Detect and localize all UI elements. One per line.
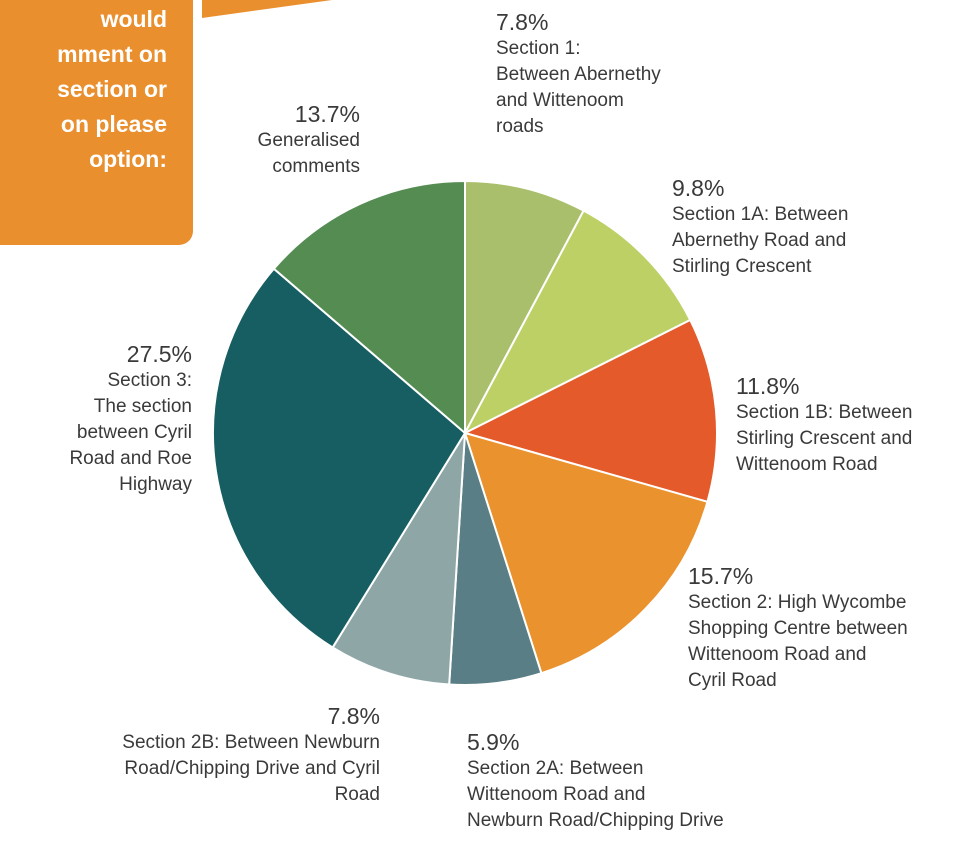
slice-label-section-3: 27.5% Section 3: The section between Cyr… [0, 340, 192, 498]
slice-name: Section 1A: Between Abernethy Road and S… [672, 204, 849, 277]
slice-label-section-2a: 5.9% Section 2A: Between Wittenoom Road … [467, 728, 767, 834]
slice-name: Section 2A: Between Wittenoom Road and N… [467, 758, 724, 831]
slice-label-section-1b: 11.8% Section 1B: Between Stirling Cresc… [736, 372, 972, 478]
slice-label-generalised: 13.7% Generalised comments [60, 100, 360, 180]
slice-name: Generalised comments [257, 130, 360, 177]
pie-slice-5 [331, 432, 466, 686]
slice-name: Section 3: The section between Cyril Roa… [69, 370, 192, 495]
slice-percent: 13.7% [294, 101, 360, 127]
pie-slice-1 [462, 209, 692, 436]
slice-name: Section 1B: Between Stirling Crescent an… [736, 402, 913, 475]
slice-label-section-2b: 7.8% Section 2B: Between Newburn Road/Ch… [80, 702, 380, 808]
slice-percent: 15.7% [688, 563, 754, 589]
slice-name: Section 2B: Between Newburn Road/Chippin… [122, 732, 380, 805]
slice-label-section-1a: 9.8% Section 1A: Between Abernethy Road … [672, 174, 972, 280]
slice-percent: 7.8% [327, 703, 380, 729]
question-callout-text: would mment on section or on please opti… [57, 6, 167, 172]
slice-name: Section 1: Between Abernethy and Witteno… [496, 38, 661, 137]
pie-slice-2 [462, 318, 718, 504]
slice-percent: 5.9% [467, 729, 520, 755]
question-callout: would mment on section or on please opti… [0, 0, 193, 245]
pie-slice-0 [464, 179, 585, 434]
pie-slice-6 [212, 267, 467, 649]
pie-slice-7 [272, 179, 466, 436]
slice-label-section-2: 15.7% Section 2: High Wycombe Shopping C… [688, 562, 972, 694]
slice-name: Section 2: High Wycombe Shopping Centre … [688, 592, 908, 691]
slice-percent: 7.8% [496, 9, 549, 35]
pie-slice-3 [463, 431, 709, 675]
slice-percent: 9.8% [672, 175, 725, 201]
slice-percent: 11.8% [736, 373, 800, 399]
slice-percent: 27.5% [126, 341, 192, 367]
slice-label-section-1: 7.8% Section 1: Between Abernethy and Wi… [496, 8, 796, 140]
